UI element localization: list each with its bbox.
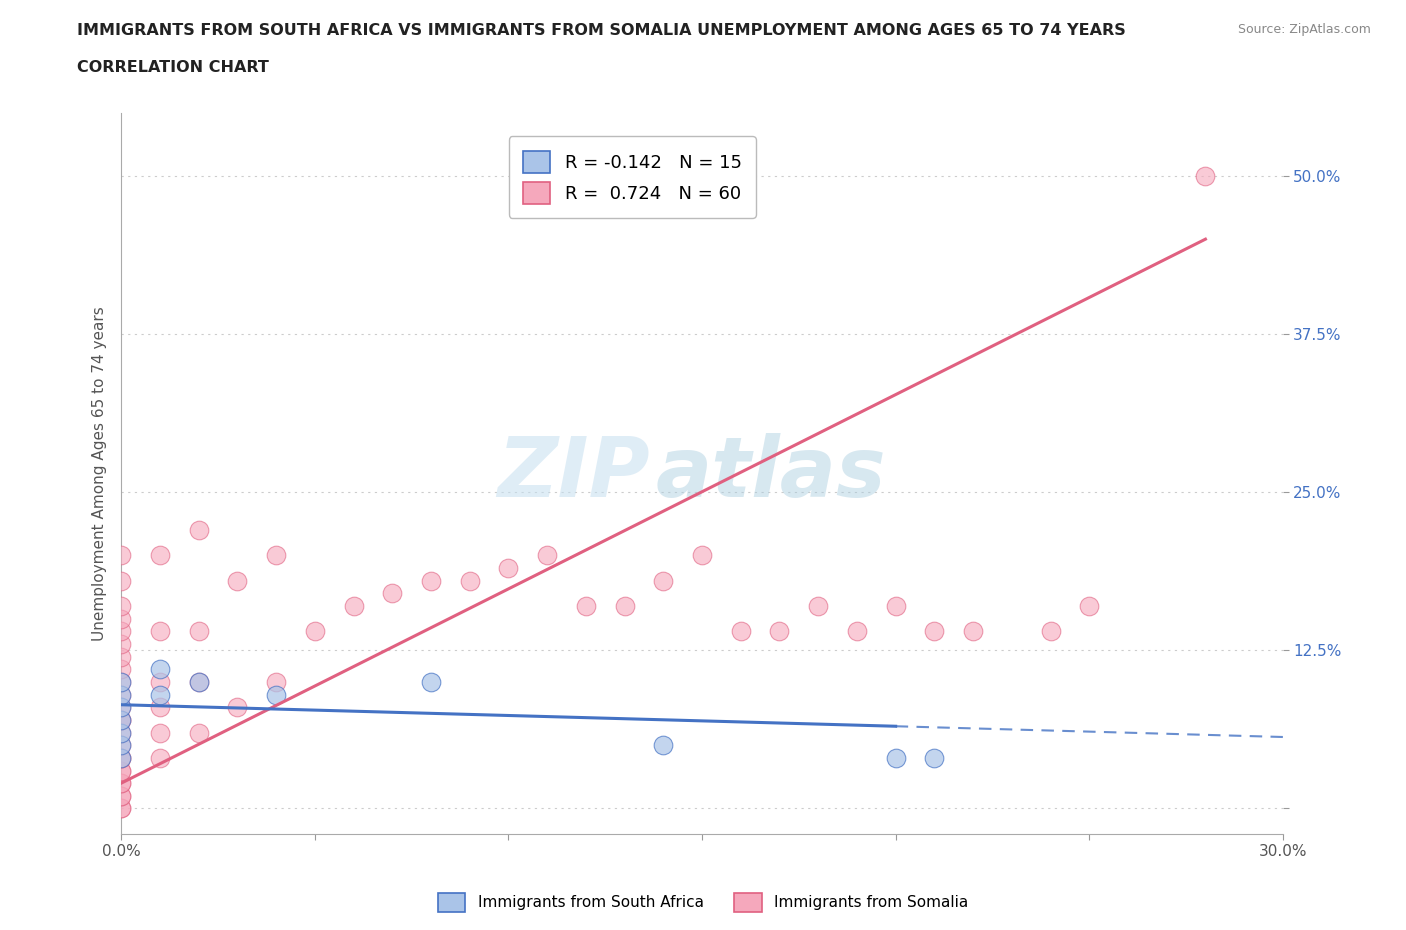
Point: [381, 586, 404, 601]
Point: [187, 674, 209, 689]
Point: [110, 751, 132, 765]
Point: [264, 548, 287, 563]
Point: [110, 801, 132, 816]
Point: [730, 624, 752, 639]
Point: [613, 599, 636, 614]
Point: [110, 712, 132, 727]
Point: [110, 649, 132, 664]
Point: [110, 764, 132, 778]
Point: [110, 687, 132, 702]
Point: [807, 599, 830, 614]
Point: [110, 751, 132, 765]
Legend: R = -0.142   N = 15, R =  0.724   N = 60: R = -0.142 N = 15, R = 0.724 N = 60: [509, 136, 756, 218]
Point: [652, 573, 675, 588]
Point: [690, 548, 713, 563]
Point: [187, 674, 209, 689]
Point: [420, 573, 443, 588]
Point: [149, 548, 172, 563]
Point: [149, 662, 172, 677]
Point: [110, 636, 132, 651]
Point: [110, 700, 132, 715]
Point: [110, 737, 132, 752]
Point: [110, 548, 132, 563]
Point: [110, 725, 132, 740]
Point: [110, 712, 132, 727]
Text: Source: ZipAtlas.com: Source: ZipAtlas.com: [1237, 23, 1371, 36]
Text: IMMIGRANTS FROM SOUTH AFRICA VS IMMIGRANTS FROM SOMALIA UNEMPLOYMENT AMONG AGES : IMMIGRANTS FROM SOUTH AFRICA VS IMMIGRAN…: [77, 23, 1126, 38]
Point: [110, 662, 132, 677]
Point: [149, 624, 172, 639]
Text: CORRELATION CHART: CORRELATION CHART: [77, 60, 269, 75]
Point: [264, 687, 287, 702]
Point: [110, 801, 132, 816]
Point: [110, 764, 132, 778]
Point: [924, 751, 946, 765]
Point: [110, 737, 132, 752]
Point: [149, 700, 172, 715]
Point: [110, 573, 132, 588]
Point: [226, 700, 249, 715]
Point: [652, 737, 675, 752]
Point: [884, 599, 907, 614]
Text: atlas: atlas: [655, 432, 886, 513]
Point: [264, 674, 287, 689]
Point: [110, 674, 132, 689]
Point: [110, 776, 132, 790]
Point: [110, 624, 132, 639]
Legend: Immigrants from South Africa, Immigrants from Somalia: Immigrants from South Africa, Immigrants…: [432, 887, 974, 918]
Point: [110, 776, 132, 790]
Text: ZIP: ZIP: [498, 432, 650, 513]
Point: [110, 789, 132, 804]
Point: [110, 687, 132, 702]
Point: [1078, 599, 1101, 614]
Point: [458, 573, 481, 588]
Point: [845, 624, 868, 639]
Point: [536, 548, 558, 563]
Point: [1194, 168, 1216, 183]
Point: [498, 561, 520, 576]
Point: [962, 624, 984, 639]
Point: [187, 624, 209, 639]
Point: [187, 523, 209, 538]
Point: [575, 599, 598, 614]
Point: [149, 674, 172, 689]
Point: [110, 725, 132, 740]
Point: [110, 700, 132, 715]
Point: [110, 789, 132, 804]
Point: [110, 611, 132, 626]
Point: [420, 674, 443, 689]
Point: [884, 751, 907, 765]
Point: [342, 599, 364, 614]
Point: [226, 573, 249, 588]
Point: [110, 751, 132, 765]
Point: [110, 599, 132, 614]
Point: [304, 624, 326, 639]
Point: [149, 751, 172, 765]
Point: [187, 725, 209, 740]
Y-axis label: Unemployment Among Ages 65 to 74 years: Unemployment Among Ages 65 to 74 years: [93, 306, 107, 641]
Point: [1039, 624, 1062, 639]
Point: [149, 725, 172, 740]
Point: [110, 674, 132, 689]
Point: [110, 712, 132, 727]
Point: [149, 687, 172, 702]
Point: [924, 624, 946, 639]
Point: [768, 624, 790, 639]
